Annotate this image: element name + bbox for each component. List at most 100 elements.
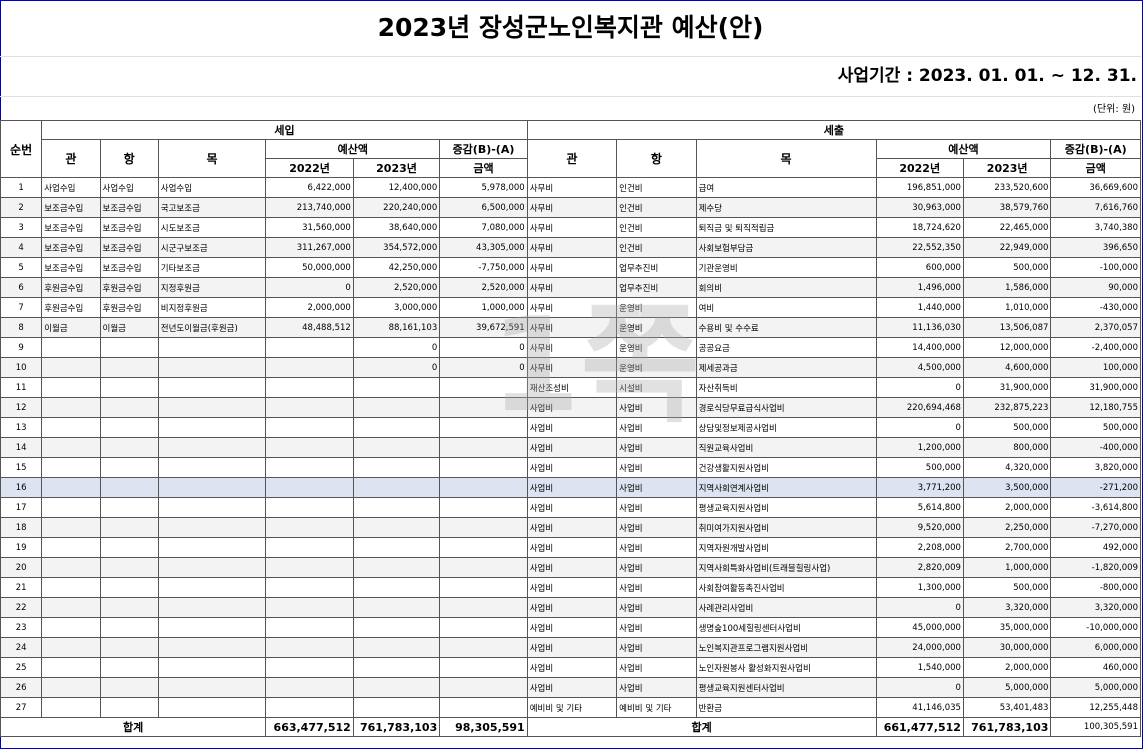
expense-2023-cell: 5,000,000 [962, 677, 1052, 698]
expense-gwan-cell: 사무비 [526, 277, 618, 298]
expense-hang-cell: 인건비 [616, 197, 697, 218]
income-mok-cell: 기타보조금 [157, 257, 267, 278]
income-gwan-cell [41, 677, 101, 698]
row-number-cell: 21 [0, 577, 43, 598]
expense-mok-cell: 지역사회특화사업비(트래블힐링사업) [695, 557, 877, 578]
income-2023-cell [352, 557, 441, 578]
income-2023-cell [352, 617, 441, 638]
income-mok-cell: 시군구보조금 [157, 237, 267, 258]
income-mok-cell [157, 337, 267, 358]
income-diff-cell [439, 537, 528, 558]
income-gwan-cell: 사업수입 [41, 177, 101, 198]
expense-mok-cell: 직원교육사업비 [695, 437, 877, 458]
income-hang-cell [99, 597, 159, 618]
income-gwan-cell [41, 377, 101, 398]
row-number-cell: 8 [0, 317, 43, 338]
income-gwan-cell [41, 657, 101, 678]
income-diff-cell: 1,000,000 [439, 297, 528, 318]
expense-2023-cell: 1,000,000 [962, 557, 1052, 578]
income-2022-cell: 213,740,000 [265, 197, 354, 218]
expense-2022-cell: 45,000,000 [875, 617, 964, 638]
income-total-2022: 663,477,512 [265, 717, 354, 737]
income-2023-cell: 88,161,103 [352, 317, 441, 338]
expense-hang-cell: 업무추진비 [616, 257, 697, 278]
income-mok-cell [157, 617, 267, 638]
income-mok-cell [157, 497, 267, 518]
income-gwan-cell [41, 537, 101, 558]
expense-gwan-cell: 사무비 [526, 297, 618, 318]
expense-2023-cell: 2,250,000 [962, 517, 1052, 538]
expense-2023-cell: 22,949,000 [962, 237, 1052, 258]
income-diff-cell [439, 377, 528, 398]
income-2022-cell: 311,267,000 [265, 237, 354, 258]
expense-hang-cell: 인건비 [616, 217, 697, 238]
table-row: 1 사업수입 사업수입 사업수입 6,422,000 12,400,000 5,978,00… [0, 177, 1141, 198]
income-mok-cell [157, 637, 267, 658]
expense-mok-cell: 제세공과금 [695, 357, 877, 378]
header-income-2022: 2022년 [265, 158, 354, 178]
header-income-budget: 예산액 [265, 139, 441, 159]
table-row: 10 0 0 사무비 운영비 제세공과금 4,500,000 4,600,000 100,000 [0, 357, 1141, 378]
income-mok-cell [157, 657, 267, 678]
expense-mok-cell: 퇴직금 및 퇴직적립금 [695, 217, 877, 238]
income-gwan-cell [41, 397, 101, 418]
income-2022-cell [265, 657, 354, 678]
income-2022-cell [265, 437, 354, 458]
income-gwan-cell [41, 437, 101, 458]
table-row: 17 사업비 사업비 평생교육지원사업비 5,614,800 2,000,000 -3,61… [0, 497, 1141, 518]
expense-2022-cell: 11,136,030 [875, 317, 964, 338]
expense-gwan-cell: 사업비 [526, 497, 618, 518]
expense-gwan-cell: 사무비 [526, 317, 618, 338]
income-diff-cell [439, 477, 528, 498]
income-mok-cell [157, 377, 267, 398]
income-gwan-cell [41, 477, 101, 498]
expense-gwan-cell: 예비비 및 기타 [526, 697, 618, 718]
header-expense-2023: 2023년 [962, 158, 1052, 178]
income-mok-cell [157, 537, 267, 558]
income-diff-cell: 2,520,000 [439, 277, 528, 298]
income-diff-cell: 0 [439, 337, 528, 358]
table-row: 25 사업비 사업비 노인자원봉사 활성화지원사업비 1,540,000 2,000,00… [0, 657, 1141, 678]
income-2023-cell [352, 377, 441, 398]
table-row: 16 사업비 사업비 지역사회연계사업비 3,771,200 3,500,000 -271,… [0, 477, 1141, 498]
income-2022-cell [265, 517, 354, 538]
row-number-cell: 13 [0, 417, 43, 438]
income-diff-cell [439, 557, 528, 578]
expense-gwan-cell: 사업비 [526, 477, 618, 498]
expense-hang-cell: 사업비 [616, 637, 697, 658]
income-hang-cell: 후원금수입 [99, 297, 159, 318]
expense-mok-cell: 수용비 및 수수료 [695, 317, 877, 338]
income-2022-cell [265, 617, 354, 638]
expense-mok-cell: 경로식당무료급식사업비 [695, 397, 877, 418]
income-mok-cell [157, 677, 267, 698]
expense-2023-cell: 233,520,600 [962, 177, 1052, 198]
income-diff-cell [439, 397, 528, 418]
divider [0, 96, 1141, 97]
income-2023-cell: 42,250,000 [352, 257, 441, 278]
income-mok-cell [157, 437, 267, 458]
table-row: 8 이월금 이월금 전년도이월금(후원금) 48,488,512 88,161,103 39… [0, 317, 1141, 338]
row-number-cell: 19 [0, 537, 43, 558]
expense-hang-cell: 사업비 [616, 677, 697, 698]
expense-hang-cell: 사업비 [616, 617, 697, 638]
expense-diff-cell: 492,000 [1050, 537, 1141, 558]
income-diff-cell [439, 457, 528, 478]
expense-2023-cell: 4,600,000 [962, 357, 1052, 378]
expense-mok-cell: 제수당 [695, 197, 877, 218]
income-diff-cell [439, 637, 528, 658]
income-2022-cell: 31,560,000 [265, 217, 354, 238]
expense-2022-cell: 1,496,000 [875, 277, 964, 298]
expense-2023-cell: 3,320,000 [962, 597, 1052, 618]
row-number-cell: 12 [0, 397, 43, 418]
expense-gwan-cell: 사무비 [526, 177, 618, 198]
income-gwan-cell [41, 457, 101, 478]
budget-table: 순번 세입 세출 관 항 목 예산액 증감(B)-(A) 관 항 목 예산액 증… [0, 120, 1142, 737]
row-number-cell: 18 [0, 517, 43, 538]
income-diff-cell: 7,080,000 [439, 217, 528, 238]
row-number-cell: 7 [0, 297, 43, 318]
expense-2022-cell: 1,200,000 [875, 437, 964, 458]
table-row: 6 후원금수입 후원금수입 지정후원금 0 2,520,000 2,520,000 사무비 업무… [0, 277, 1141, 298]
expense-diff-cell: 2,370,057 [1050, 317, 1141, 338]
expense-diff-cell: -2,400,000 [1050, 337, 1141, 358]
expense-2022-cell: 2,208,000 [875, 537, 964, 558]
